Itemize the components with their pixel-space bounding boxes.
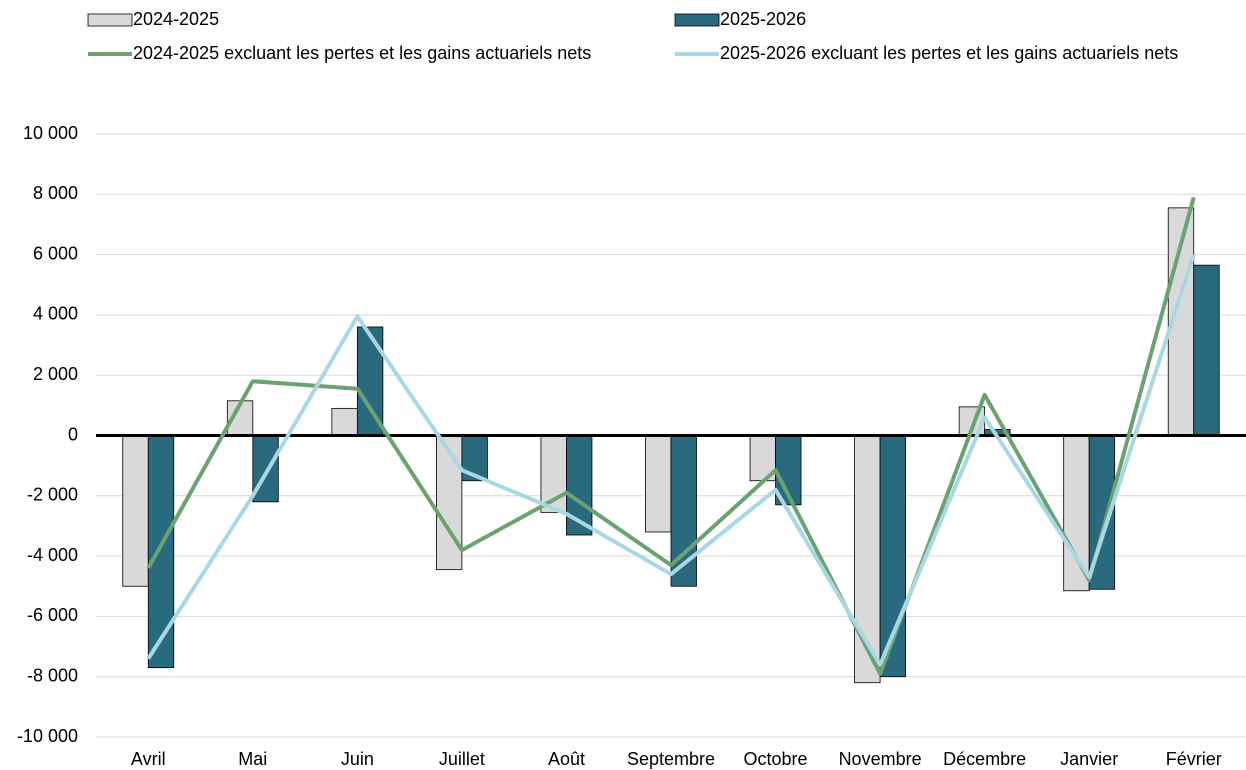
y-tick-label: -2 000 — [27, 485, 78, 505]
bar — [122, 435, 149, 587]
legend-swatch — [87, 13, 133, 27]
y-tick-label: -8 000 — [27, 665, 78, 685]
bar — [645, 435, 672, 533]
line — [146, 196, 1196, 676]
legend-label: 2024-2025 — [133, 9, 219, 29]
legend-label: 2025-2026 — [720, 9, 806, 29]
y-tick-label: 4 000 — [33, 304, 78, 324]
x-tick-label: Août — [548, 749, 585, 769]
y-tick-label: -6 000 — [27, 605, 78, 625]
bar — [147, 435, 175, 669]
y-tick-label: -4 000 — [27, 545, 78, 565]
x-tick-label: Juillet — [439, 749, 485, 769]
line — [146, 253, 1196, 667]
bar — [436, 435, 463, 571]
x-tick-label: Décembre — [943, 749, 1026, 769]
x-tick-label: Mai — [238, 749, 267, 769]
y-tick-label: 8 000 — [33, 183, 78, 203]
x-tick-label: Avril — [131, 749, 166, 769]
y-tick-label: 10 000 — [23, 123, 78, 143]
x-tick-label: Novembre — [839, 749, 922, 769]
bar — [1063, 435, 1090, 592]
legend-label: 2024-2025 excluant les pertes et les gai… — [133, 43, 591, 63]
bar — [331, 407, 358, 436]
x-tick-label: Septembre — [627, 749, 715, 769]
y-tick-label: 0 — [68, 424, 78, 444]
x-tick-label: Février — [1166, 749, 1222, 769]
legend-swatch — [674, 13, 720, 27]
y-tick-label: 6 000 — [33, 243, 78, 263]
x-tick-label: Octobre — [744, 749, 808, 769]
x-tick-label: Janvier — [1060, 749, 1118, 769]
y-tick-label: 2 000 — [33, 364, 78, 384]
y-tick-label: -10 000 — [17, 726, 78, 746]
x-tick-label: Juin — [341, 749, 374, 769]
bar — [1193, 264, 1220, 436]
legend-label: 2025-2026 excluant les pertes et les gai… — [720, 43, 1178, 63]
